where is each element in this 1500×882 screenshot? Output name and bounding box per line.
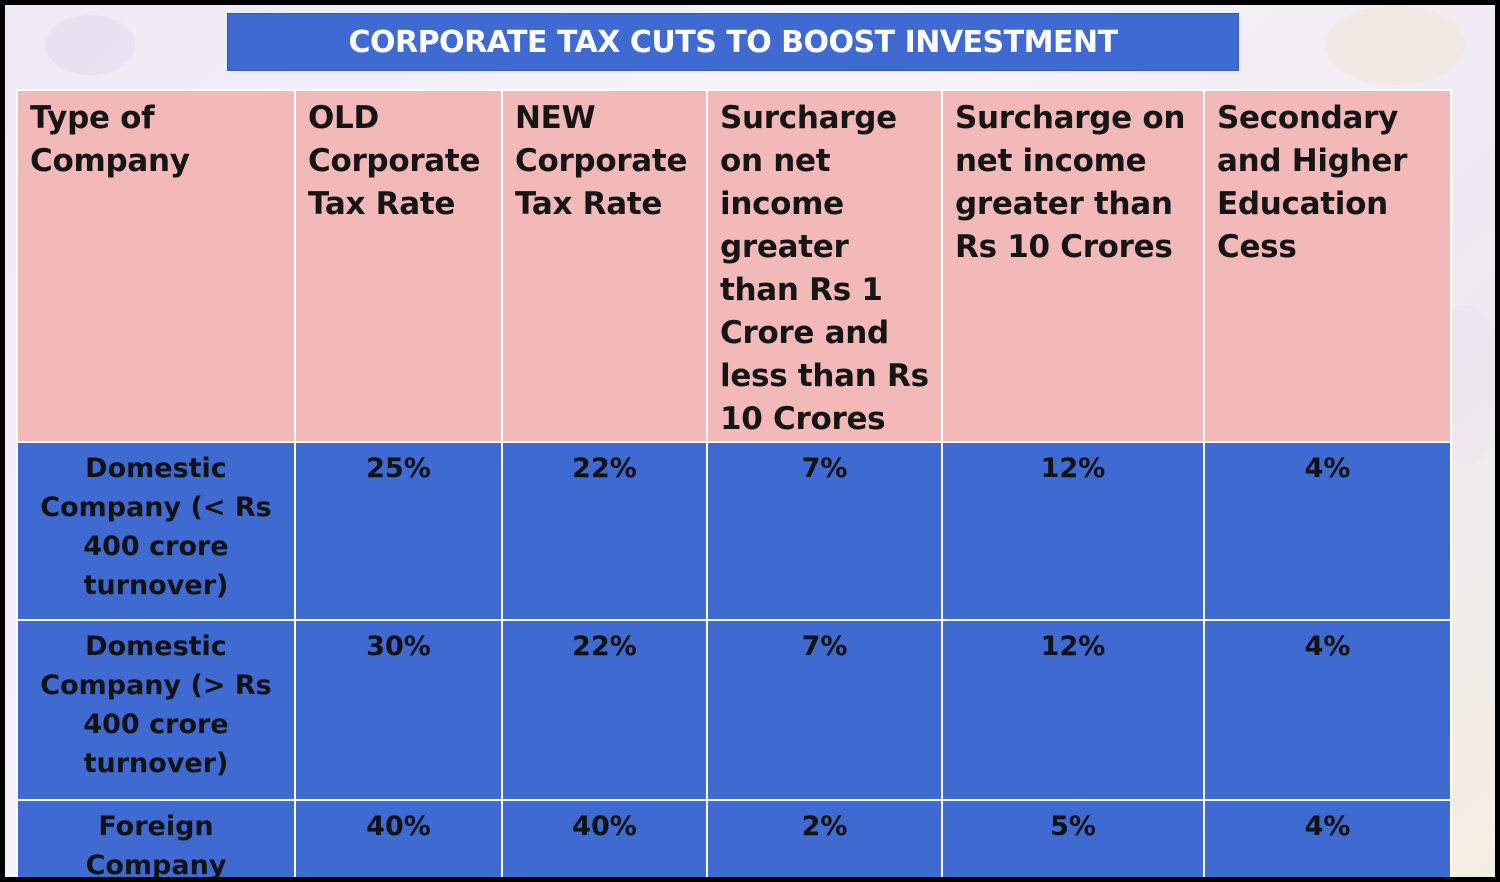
header-cess: Secondary and Higher Education Cess (1203, 89, 1452, 443)
cell-old-rate: 40% (294, 799, 503, 877)
cell-surcharge-above-10-crore: 12% (941, 619, 1205, 801)
header-new-rate: NEW Corporate Tax Rate (501, 89, 708, 443)
cell-new-rate: 22% (501, 619, 708, 801)
page-title: CORPORATE TAX CUTS TO BOOST INVESTMENT (348, 24, 1118, 60)
cell-cess: 4% (1203, 619, 1452, 801)
header-surcharge-above-10-crore: Surcharge on net income greater than Rs … (941, 89, 1205, 443)
background-decoration (45, 15, 135, 75)
header-old-rate: OLD Corporate Tax Rate (294, 89, 503, 443)
cell-cess: 4% (1203, 799, 1452, 877)
cell-surcharge-1-to-10-crore: 7% (706, 441, 943, 621)
title-banner: CORPORATE TAX CUTS TO BOOST INVESTMENT (227, 13, 1239, 71)
cell-new-rate: 22% (501, 441, 708, 621)
table-row: Domestic Company (< Rs 400 crore turnove… (16, 441, 1452, 621)
cell-surcharge-above-10-crore: 5% (941, 799, 1205, 877)
table-row: Foreign Company 40% 40% 2% 5% 4% (16, 799, 1452, 877)
tax-rate-table: Type of Company OLD Corporate Tax Rate N… (16, 89, 1452, 877)
cell-new-rate: 40% (501, 799, 708, 877)
header-type-of-company: Type of Company (16, 89, 296, 443)
cell-surcharge-1-to-10-crore: 2% (706, 799, 943, 877)
cell-old-rate: 25% (294, 441, 503, 621)
cell-old-rate: 30% (294, 619, 503, 801)
table-header-row: Type of Company OLD Corporate Tax Rate N… (16, 89, 1452, 443)
cell-company-type: Domestic Company (< Rs 400 crore turnove… (16, 441, 296, 621)
background-decoration (1325, 5, 1465, 85)
cell-surcharge-above-10-crore: 12% (941, 441, 1205, 621)
cell-surcharge-1-to-10-crore: 7% (706, 619, 943, 801)
cell-cess: 4% (1203, 441, 1452, 621)
cell-company-type: Domestic Company (> Rs 400 crore turnove… (16, 619, 296, 801)
header-surcharge-1-to-10-crore: Surcharge on net income greater than Rs … (706, 89, 943, 443)
slide: CORPORATE TAX CUTS TO BOOST INVESTMENT T… (5, 5, 1495, 877)
cell-company-type: Foreign Company (16, 799, 296, 877)
table-row: Domestic Company (> Rs 400 crore turnove… (16, 619, 1452, 801)
